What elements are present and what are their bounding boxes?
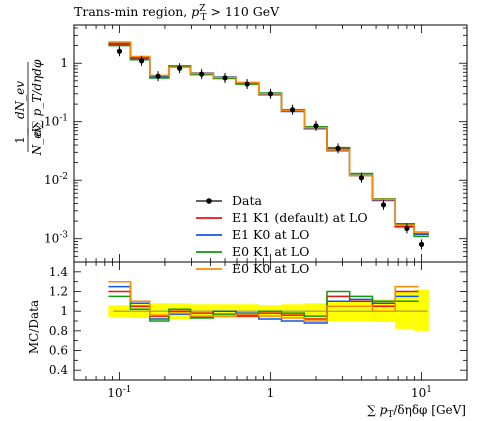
data-point	[176, 65, 183, 71]
chart-title: Trans-min region, pZ T > 110 GeV	[74, 4, 280, 23]
ratio-y-tick-label: 0.4	[49, 363, 68, 377]
ratio-y-tick-label: 1	[60, 304, 68, 318]
y-title-frac-den: N_ev	[30, 125, 44, 157]
main-panel: 10-3 10-2 10-1 1	[44, 25, 468, 263]
legend: Data E1 K1 (default) at LO E1 K0 at LO E0 K…	[196, 193, 368, 276]
legend-label-0: Data	[232, 193, 262, 208]
data-point	[380, 202, 387, 208]
legend-label-3: E0 K1 at LO	[232, 244, 309, 259]
ratio-frame	[73, 261, 468, 381]
series-line-4	[108, 41, 429, 233]
legend-marker-0	[206, 198, 212, 204]
data-point	[222, 75, 228, 81]
legend-label-2: E1 K0 at LO	[232, 227, 309, 242]
data-point	[138, 58, 145, 64]
data-point	[116, 48, 123, 54]
ratio-y-tick-label: 0.6	[49, 344, 68, 358]
y-title-num: dN_ev	[13, 81, 27, 119]
x-axis-title: ∑ pT/δηδφ [GeV]	[367, 403, 466, 420]
data-point	[267, 91, 274, 97]
data-point	[289, 107, 296, 113]
ratio-y-axis-title: MC/Data	[27, 300, 41, 354]
ratio-band-bin	[414, 289, 429, 331]
data-point	[418, 241, 425, 247]
x-tick-label: 10-1	[107, 385, 131, 400]
data-point	[313, 123, 319, 129]
series-line-2	[108, 42, 429, 235]
data-point	[358, 175, 365, 181]
x-tick-label: 1	[267, 386, 275, 400]
main-y-tick-label: 10-1	[44, 114, 68, 129]
y-title-den: d∑ p_T/dηdφ	[30, 59, 44, 136]
ratio-y-tick-label: 1.4	[49, 265, 68, 279]
series-line-1	[108, 43, 429, 235]
main-y-tick-label: 1	[60, 56, 68, 70]
data-point	[199, 71, 205, 77]
ratio-y-tick-label: 0.8	[49, 324, 68, 338]
data-point	[155, 73, 161, 79]
data-point	[244, 81, 250, 87]
main-y-tick-label: 10-3	[44, 231, 68, 246]
ratio-series-line-3	[108, 280, 419, 322]
legend-label-1: E1 K1 (default) at LO	[232, 210, 368, 225]
main-y-tick-label: 10-2	[44, 172, 68, 187]
x-tick-label: 101	[411, 385, 432, 400]
ratio-panel: 10-1 1 101 0.4 0.6 0.8 1 1.2 1.4	[49, 261, 468, 400]
legend-label-4: E0 K0 at LO	[232, 261, 309, 276]
data-point	[335, 145, 341, 151]
main-y-axis-title: 1 N_ev dN_ev d∑ p_T/dηdφ	[13, 59, 44, 156]
data-point	[404, 225, 410, 232]
ratio-y-tick-label: 1.2	[49, 285, 68, 299]
y-title-frac-num: 1	[13, 136, 27, 144]
